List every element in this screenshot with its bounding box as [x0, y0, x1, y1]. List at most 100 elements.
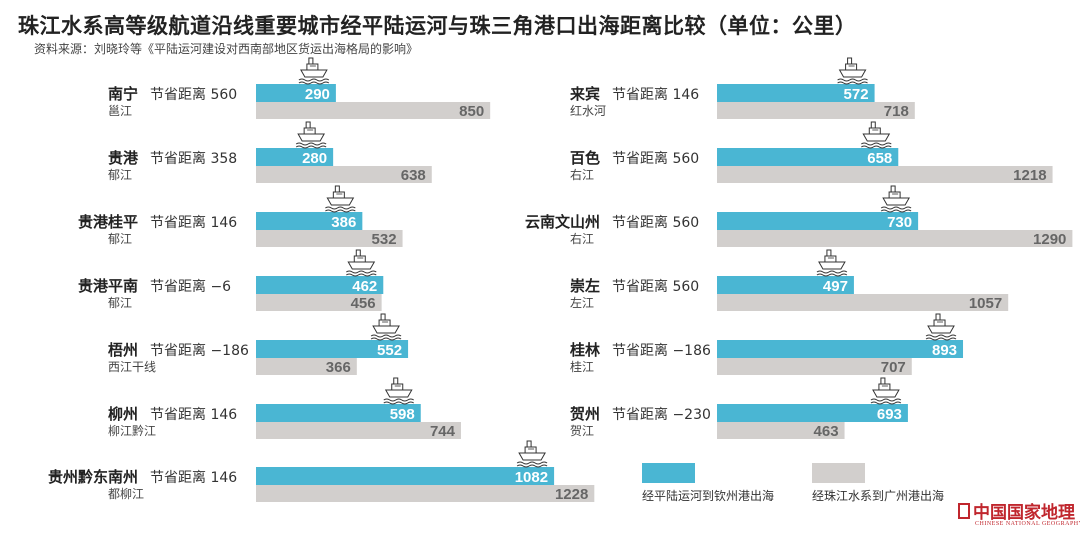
river-value-label: 366 [326, 359, 351, 376]
city-label: 贵港 [108, 149, 139, 167]
river-value-label: 638 [401, 167, 426, 184]
river-route-label: 右江 [570, 167, 594, 182]
city-label: 桂林 [569, 341, 601, 359]
river-value-label: 456 [351, 295, 376, 312]
legend-label-canal: 经平陆运河到钦州港出海 [642, 488, 774, 503]
brand-name: 中国国家地理 [958, 498, 1076, 523]
canal-bar [256, 84, 336, 102]
river-value-label: 1290 [1033, 231, 1066, 248]
canal-value-label: 572 [844, 86, 869, 103]
saving-label: 节省距离 560 [612, 150, 699, 167]
ship-icon [925, 313, 957, 341]
saving-label: 节省距离 560 [612, 214, 699, 231]
river-bar [717, 422, 845, 439]
city-label: 贺州 [569, 405, 600, 423]
river-value-label: 1228 [555, 486, 588, 503]
brand-logo: 中国国家地理 CHINESE NATIONAL GEOGRAPHY [958, 498, 1080, 527]
ship-icon [295, 121, 327, 149]
ship-icon [324, 185, 356, 213]
river-bar [256, 102, 491, 119]
river-route-label: 红水河 [570, 103, 606, 118]
river-route-label: 西江干线 [108, 360, 156, 374]
canal-bar [717, 340, 964, 358]
river-bar [256, 358, 357, 375]
legend-label-river: 经珠江水系到广州港出海 [812, 488, 944, 503]
canal-bar [256, 148, 334, 166]
river-value-label: 1057 [969, 295, 1002, 312]
canal-value-label: 730 [887, 214, 912, 231]
river-value-label: 463 [814, 423, 839, 440]
city-label: 贵港平南 [78, 277, 138, 295]
canal-bar [256, 276, 384, 294]
city-label: 崇左 [570, 277, 600, 295]
saving-label: 节省距离 146 [150, 406, 237, 423]
saving-label: 节省距离 560 [612, 278, 699, 295]
river-bar [717, 294, 1009, 311]
canal-value-label: 893 [932, 342, 957, 359]
ship-icon [516, 440, 548, 468]
chart-source: 资料来源：刘晓玲等《平陆运河建设对西南部地区货运出海格局的影响》 [34, 42, 419, 56]
river-bar [717, 166, 1053, 183]
saving-label: 节省距离 −186 [612, 342, 711, 359]
city-label: 贵港桂平 [78, 213, 138, 231]
city-label: 柳州 [108, 405, 138, 423]
river-value-label: 532 [372, 231, 397, 248]
river-route-label: 郁江 [108, 231, 132, 246]
river-value-label: 850 [459, 103, 484, 120]
river-value-label: 744 [430, 423, 456, 440]
canal-value-label: 497 [823, 278, 848, 295]
saving-label: 节省距离 −230 [612, 406, 711, 423]
river-bar [256, 422, 461, 439]
river-route-label: 邕江 [108, 104, 132, 118]
ship-icon [860, 121, 892, 149]
river-route-label: 柳江黔江 [108, 423, 156, 438]
river-route-label: 郁江 [108, 167, 132, 182]
river-bar [256, 485, 595, 502]
river-route-label: 桂江 [570, 359, 594, 374]
canal-value-label: 462 [352, 278, 377, 295]
saving-label: 节省距离 560 [150, 86, 237, 103]
saving-label: 节省距离 146 [612, 86, 699, 103]
canal-value-label: 280 [302, 150, 327, 167]
river-route-label: 贺江 [570, 424, 594, 438]
canal-bar [717, 212, 919, 230]
ship-icon [816, 249, 848, 277]
city-label: 梧州 [108, 341, 138, 359]
river-value-label: 707 [881, 359, 906, 376]
river-value-label: 718 [884, 103, 909, 120]
city-label: 来宾 [569, 85, 600, 103]
canal-bar [717, 84, 875, 102]
canal-bar [717, 276, 854, 294]
river-route-label: 都柳江 [108, 487, 144, 501]
saving-label: 节省距离 −6 [150, 278, 231, 295]
canal-value-label: 598 [390, 406, 415, 423]
canal-value-label: 693 [877, 406, 902, 423]
chart-title: 珠江水系高等级航道沿线重要城市经平陆运河与珠三角港口出海距离比较（单位：公里） [18, 14, 857, 38]
ship-icon [370, 313, 402, 341]
river-route-label: 左江 [570, 295, 594, 310]
ship-icon [837, 57, 869, 85]
river-value-label: 1218 [1013, 167, 1046, 184]
river-bar [256, 230, 403, 247]
canal-bar [256, 212, 363, 230]
canal-bar [256, 404, 421, 422]
canal-value-label: 1082 [515, 469, 548, 486]
river-route-label: 郁江 [108, 295, 132, 310]
city-label: 南宁 [108, 85, 138, 103]
canal-value-label: 658 [867, 150, 892, 167]
city-label: 贵州黔东南州 [48, 468, 138, 486]
ship-icon [870, 377, 902, 405]
canal-value-label: 290 [305, 86, 330, 103]
canal-bar [256, 340, 409, 358]
legend-swatch-river [812, 463, 865, 483]
ship-icon [880, 185, 912, 213]
legend-swatch-canal [642, 463, 695, 483]
city-label: 云南文山州 [525, 213, 600, 231]
saving-label: 节省距离 146 [150, 214, 237, 231]
ship-icon [298, 57, 330, 85]
river-route-label: 右江 [570, 231, 594, 246]
brand-name-en: CHINESE NATIONAL GEOGRAPHY [975, 521, 1080, 527]
saving-label: 节省距离 146 [150, 469, 237, 486]
brand-mark-icon [958, 502, 970, 519]
